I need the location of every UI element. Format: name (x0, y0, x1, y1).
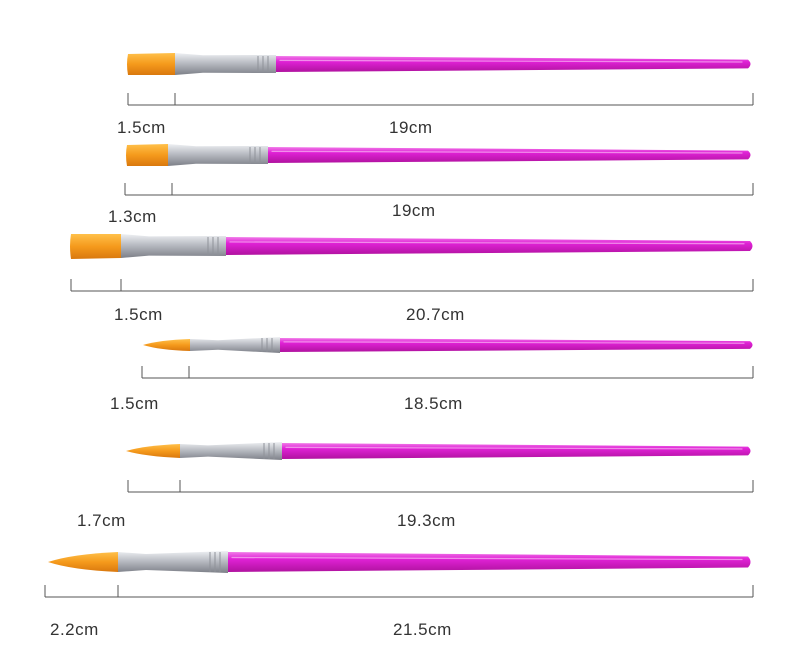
brush-2-ferrule (168, 144, 268, 166)
brush-2-handle (268, 147, 751, 163)
paint-brush-3 (70, 234, 753, 259)
paint-brush-4 (143, 337, 753, 353)
brush-4-total-length: 18.5cm (404, 394, 463, 413)
brush-4-dimension-bracket (141, 366, 754, 379)
brush-2-head-length: 1.3cm (108, 207, 157, 226)
brush-1-dimension-bracket (127, 93, 754, 106)
brush-1-head-length: 1.5cm (117, 118, 166, 137)
brush-6-dimension-bracket (44, 585, 754, 598)
brush-3-total-length: 20.7cm (406, 305, 465, 324)
brush-4-ferrule (190, 337, 280, 353)
brush-1-bristles (127, 53, 175, 75)
brush-3-ferrule (121, 234, 226, 258)
brush-3-head-length: 1.5cm (114, 305, 163, 324)
paint-brush-5 (126, 442, 751, 460)
brush-1-total-length: 19cm (389, 118, 433, 137)
brush-2-bristles (126, 144, 168, 166)
paint-brush-6 (48, 551, 751, 573)
brush-6-handle (228, 552, 751, 572)
brush-5-head-length: 1.7cm (77, 511, 126, 530)
brush-5-dimension-bracket (127, 480, 754, 493)
brush-5-handle (282, 443, 751, 459)
brush-2-handle-shine (271, 150, 743, 154)
brush-5-handle-shine (285, 446, 743, 450)
brush-2-dimension-bracket (124, 183, 754, 196)
brush-3-bristles (70, 234, 121, 259)
paint-brush-2 (126, 144, 751, 166)
brush-3-handle (226, 237, 753, 255)
brush-4-handle-shine (283, 341, 745, 344)
brush-4-head-length: 1.5cm (110, 394, 159, 413)
brush-3-handle-shine (229, 241, 745, 245)
brush-1-handle-shine (279, 59, 743, 63)
brush-5-bristles (126, 444, 180, 458)
brush-6-handle-shine (231, 556, 743, 561)
brush-3-dimension-bracket (70, 279, 754, 292)
brush-4-handle (280, 338, 753, 352)
brush-6-head-length: 2.2cm (50, 620, 99, 639)
brush-6-bristles (48, 552, 118, 572)
brush-6-total-length: 21.5cm (393, 620, 452, 639)
brush-1-ferrule (175, 53, 276, 75)
brush-1-handle (276, 56, 751, 72)
brush-2-total-length: 19cm (392, 201, 436, 220)
brush-5-total-length: 19.3cm (397, 511, 456, 530)
brush-6-ferrule (118, 551, 228, 573)
brush-4-bristles (143, 339, 190, 351)
paint-brush-1 (127, 53, 751, 75)
brush-5-ferrule (180, 442, 282, 460)
